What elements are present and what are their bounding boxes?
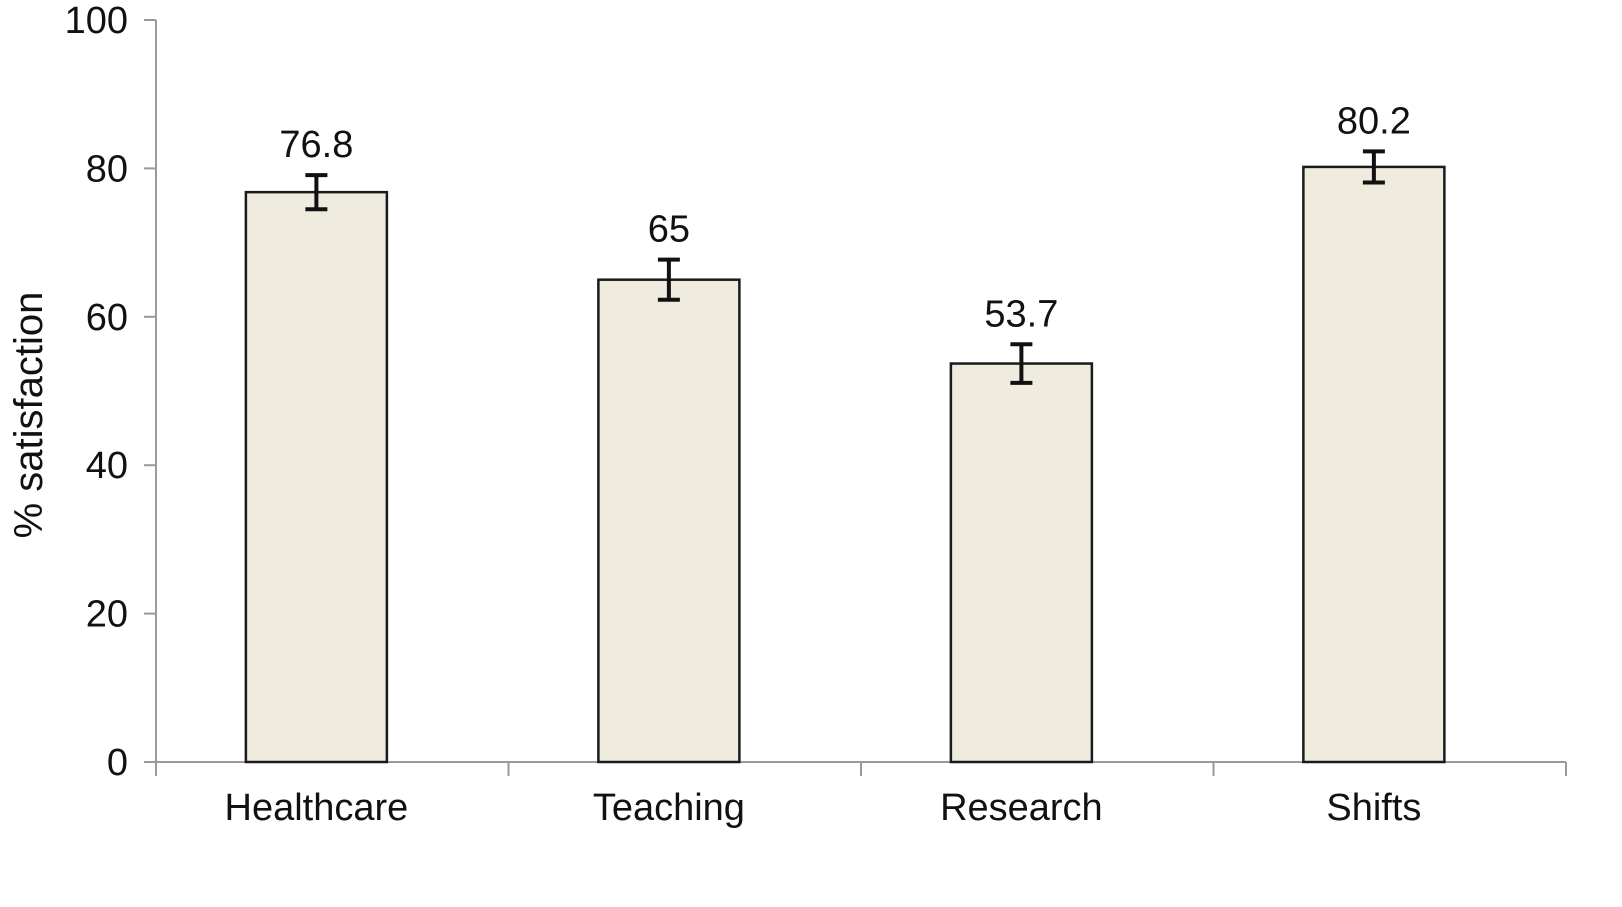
bar-teaching [597, 278, 741, 764]
y-tick-label: 20 [86, 594, 128, 636]
y-tick-label: 60 [86, 297, 128, 339]
error-bars [305, 149, 1385, 385]
data-label-healthcare: 76.8 [279, 124, 353, 166]
data-labels: 76.8 65 53.7 80.2 [279, 100, 1410, 335]
x-tick-label-teaching: Teaching [593, 787, 745, 829]
x-tick-label-research: Research [940, 787, 1103, 829]
error-bar-shifts [1362, 149, 1385, 185]
y-tick-label: 80 [86, 148, 128, 190]
data-label-shifts: 80.2 [1337, 100, 1411, 142]
bar-shifts [1302, 165, 1446, 764]
data-label-research: 53.7 [984, 293, 1058, 335]
bars [244, 165, 1446, 764]
y-axis-label: % satisfaction [7, 292, 51, 539]
error-bar-research [1010, 342, 1033, 385]
data-label-teaching: 65 [648, 209, 690, 251]
error-bar-teaching [657, 257, 680, 302]
y-tick-label: 40 [86, 445, 128, 487]
x-tick-label-healthcare: Healthcare [225, 787, 409, 829]
bar-healthcare [244, 190, 389, 764]
axes: 0 20 40 60 80 100 Healthcare Teaching Research Sh… [65, 0, 1567, 829]
bar-research [949, 362, 1094, 764]
y-tick-label: 0 [107, 742, 128, 784]
x-tick-label-shifts: Shifts [1326, 787, 1421, 829]
y-tick-label: 100 [65, 0, 128, 42]
error-bar-healthcare [305, 173, 328, 212]
